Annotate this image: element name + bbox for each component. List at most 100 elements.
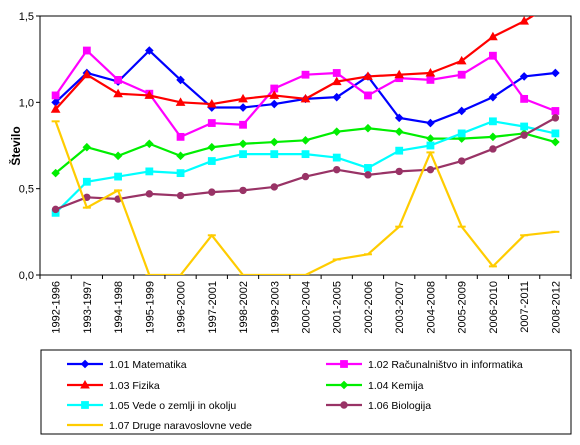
data-point <box>175 97 186 106</box>
legend-marker <box>81 401 89 409</box>
data-point <box>457 70 466 79</box>
data-point <box>551 0 559 5</box>
y-tick-label: 0,5 <box>19 184 34 196</box>
data-point <box>51 205 60 214</box>
data-point <box>301 150 310 159</box>
x-tick-label: 1999-2003 <box>269 281 281 334</box>
data-point <box>176 75 185 85</box>
series-4 <box>51 123 560 178</box>
data-point <box>426 118 435 128</box>
legend-item: 1.02 Računalništvo in informatika <box>326 359 523 371</box>
data-point <box>114 75 122 84</box>
data-point <box>394 127 404 136</box>
legend-item: 1.03 Fizika <box>67 379 160 392</box>
data-point <box>144 90 155 99</box>
x-tick-label: 2003-2007 <box>394 281 406 334</box>
data-point <box>145 190 154 198</box>
data-point <box>333 165 341 174</box>
x-tick-label: 1996-2000 <box>176 281 188 334</box>
x-tick-label: 2004-2008 <box>425 281 437 334</box>
data-point <box>207 119 216 127</box>
data-point <box>176 132 185 141</box>
data-point <box>145 139 154 149</box>
data-point <box>301 136 310 145</box>
y-tick-label: 1,0 <box>19 97 34 109</box>
x-tick-label: 2002-2006 <box>363 281 375 334</box>
data-point <box>207 142 217 152</box>
legend-label: 1.07 Druge naravoslovne vede <box>109 420 252 432</box>
axes <box>36 15 572 279</box>
series-line <box>54 120 556 275</box>
legend-marker <box>340 360 348 368</box>
data-point <box>208 188 216 196</box>
data-point <box>207 157 216 165</box>
x-tick-label: 2007-2011 <box>519 281 531 333</box>
legend-label: 1.04 Kemija <box>368 380 424 392</box>
data-point <box>239 120 247 129</box>
legend-item: 1.06 Biologija <box>326 400 431 412</box>
data-point <box>206 99 217 108</box>
legend-marker <box>340 401 348 409</box>
data-point <box>395 146 404 155</box>
legend-item: 1.01 Matematika <box>67 359 187 371</box>
x-tick-label: 1992-1996 <box>51 281 63 334</box>
data-point <box>113 88 123 98</box>
data-point <box>51 91 60 100</box>
data-point <box>50 104 61 113</box>
data-point <box>394 113 404 123</box>
series-6 <box>51 114 560 214</box>
series-5 <box>51 117 560 217</box>
legend-box <box>40 349 572 435</box>
data-point <box>301 70 310 79</box>
data-point <box>551 68 560 78</box>
y-tick-label: 1,5 <box>19 11 34 23</box>
data-point <box>145 167 154 176</box>
data-point <box>489 51 497 60</box>
data-point <box>488 132 498 142</box>
data-point <box>301 172 310 181</box>
x-tick-label: 2000-2004 <box>301 281 313 334</box>
x-tick-label: 2008-2012 <box>550 281 562 334</box>
data-point <box>363 71 373 80</box>
data-point <box>332 92 342 102</box>
legend-marker <box>80 359 90 369</box>
series-3 <box>50 0 559 113</box>
data-point <box>519 72 529 81</box>
x-tick-label: 1997-2001 <box>207 281 219 334</box>
data-point <box>239 186 247 195</box>
data-point <box>114 172 122 181</box>
x-tick-label: 2005-2009 <box>457 281 469 334</box>
data-point <box>364 91 372 100</box>
data-point <box>269 137 279 147</box>
data-point <box>519 16 530 25</box>
data-point <box>488 92 498 102</box>
legend-label: 1.06 Biologija <box>368 400 431 412</box>
data-point <box>176 191 185 200</box>
legend-label: 1.01 Matematika <box>109 359 187 371</box>
data-point <box>51 168 60 178</box>
plot-area <box>39 15 572 276</box>
data-point <box>456 55 467 65</box>
data-point <box>520 122 529 131</box>
data-point <box>238 93 248 103</box>
legend-label: 1.02 Računalništvo in informatika <box>368 359 523 371</box>
data-point <box>520 94 529 103</box>
data-point <box>551 107 560 115</box>
data-point <box>145 46 154 55</box>
x-tick-label: 1998-2002 <box>238 281 250 334</box>
legend-label: 1.05 Vede o zemlji in okolju <box>109 400 236 412</box>
x-tick-label: 1995-1999 <box>144 281 156 334</box>
legend: 1.01 Matematika 1.02 Računalništvo in inf… <box>40 349 572 435</box>
data-point <box>332 69 341 77</box>
data-point <box>269 99 279 109</box>
data-point <box>363 123 373 133</box>
x-tick-label: 2001-2005 <box>332 281 344 334</box>
legend-item: 1.07 Druge naravoslovne vede <box>67 420 252 432</box>
y-tick-label: 0,0 <box>19 270 34 282</box>
legend-item: 1.04 Kemija <box>326 380 424 392</box>
data-point <box>457 106 466 116</box>
data-point <box>176 169 185 178</box>
series-layer <box>50 0 560 275</box>
